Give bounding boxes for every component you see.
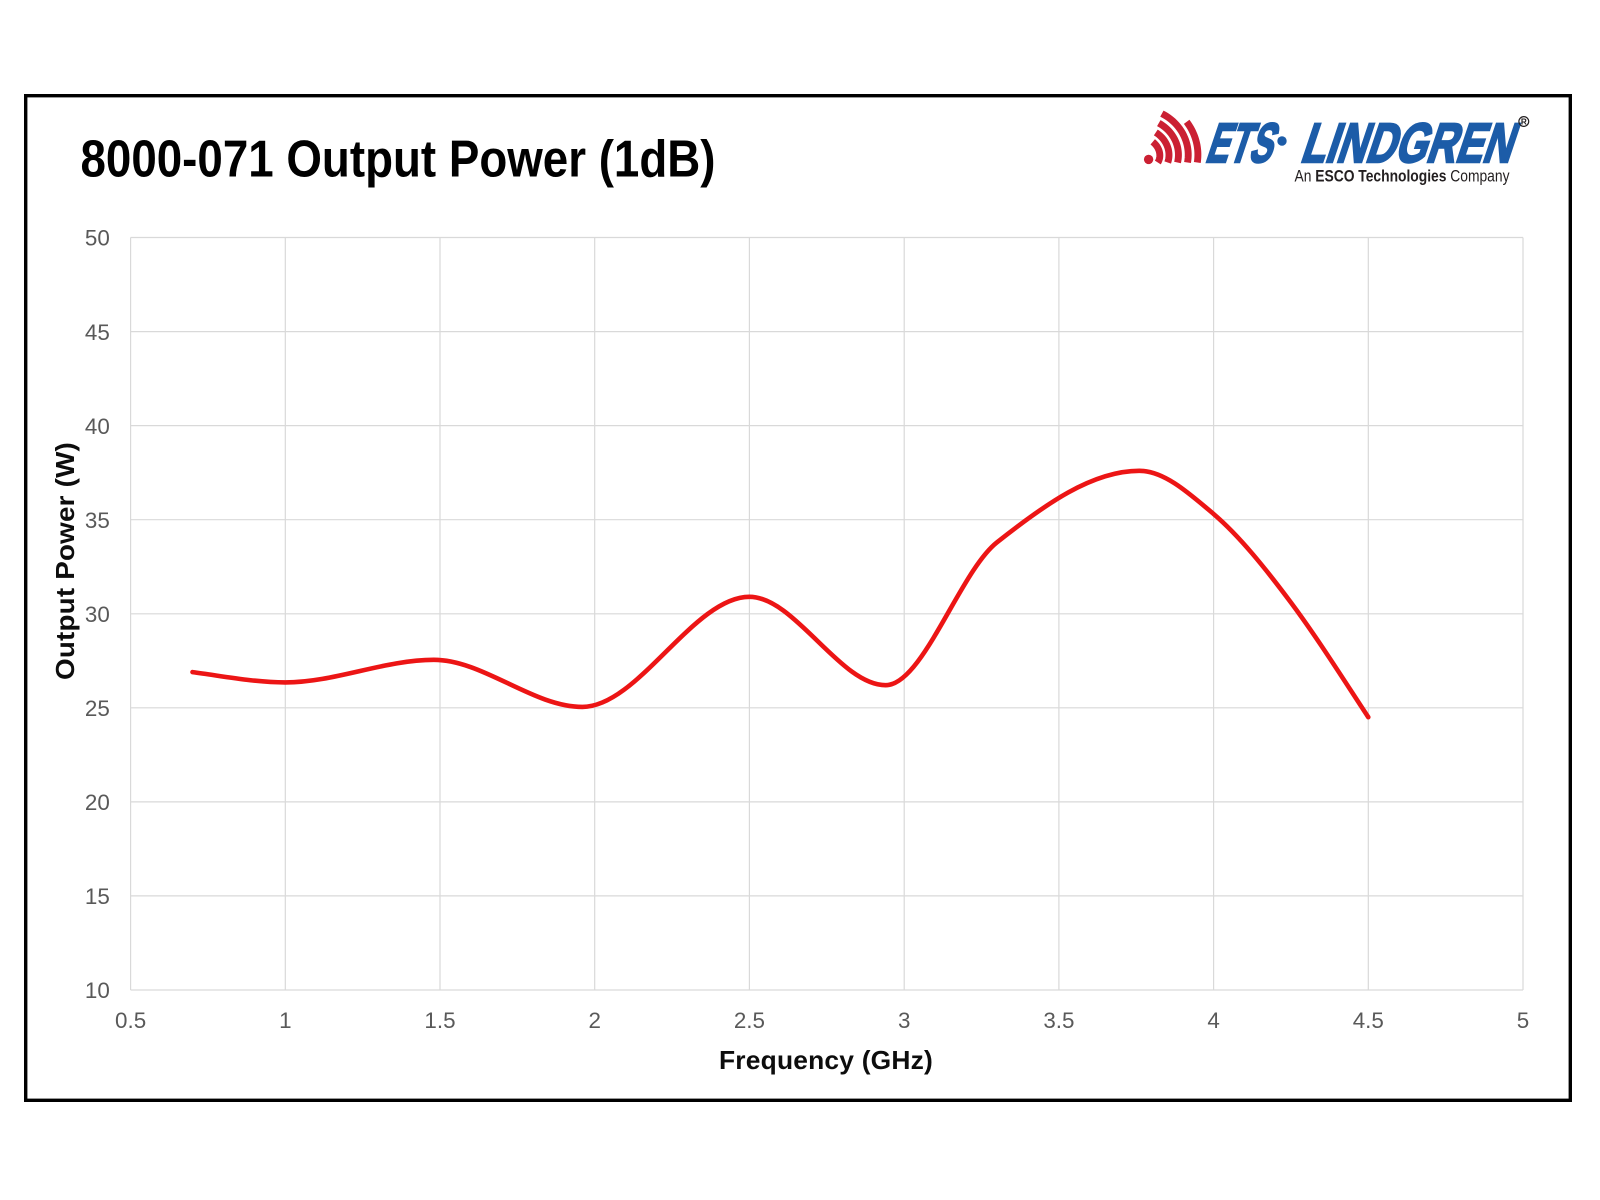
svg-text:5: 5	[1517, 1008, 1529, 1033]
svg-text:20: 20	[85, 790, 110, 815]
svg-text:10: 10	[85, 978, 110, 1003]
svg-text:45: 45	[85, 320, 110, 345]
svg-text:1.5: 1.5	[424, 1008, 455, 1033]
svg-text:25: 25	[85, 696, 110, 721]
svg-text:LINDGREN: LINDGREN	[1295, 112, 1527, 174]
svg-text:An ESCO Technologies Company: An ESCO Technologies Company	[1295, 167, 1511, 186]
svg-text:1: 1	[279, 1008, 291, 1033]
svg-text:40: 40	[85, 414, 110, 439]
svg-text:35: 35	[85, 508, 110, 533]
svg-text:30: 30	[85, 602, 110, 627]
svg-text:3.5: 3.5	[1043, 1008, 1074, 1033]
svg-text:0.5: 0.5	[115, 1008, 146, 1033]
svg-text:8000-071 Output Power (1dB): 8000-071 Output Power (1dB)	[81, 131, 716, 189]
svg-text:50: 50	[85, 226, 110, 251]
svg-text:3: 3	[898, 1008, 910, 1033]
svg-text:2.5: 2.5	[734, 1008, 765, 1033]
svg-text:4: 4	[1207, 1008, 1219, 1033]
svg-text:Frequency (GHz): Frequency (GHz)	[719, 1045, 933, 1075]
svg-text:15: 15	[85, 884, 110, 909]
svg-text:Output Power (W): Output Power (W)	[50, 442, 80, 680]
svg-text:2: 2	[588, 1008, 600, 1033]
svg-text:R: R	[1521, 117, 1527, 126]
svg-text:4.5: 4.5	[1353, 1008, 1384, 1033]
